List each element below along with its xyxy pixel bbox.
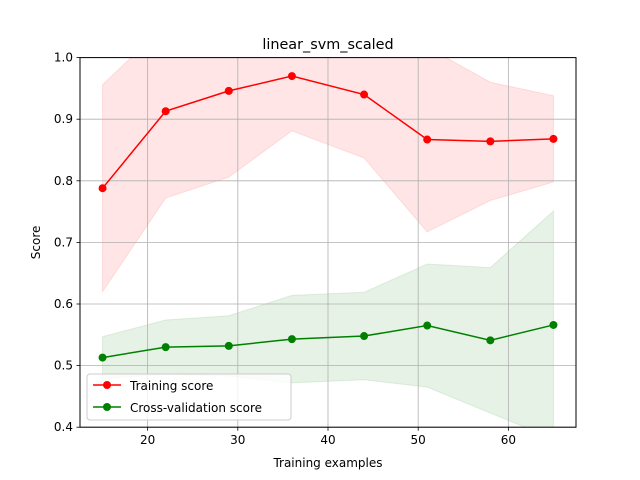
point-cross-validation-score <box>486 336 495 345</box>
point-cross-validation-score <box>423 321 432 330</box>
y-axis-ticks: 0.4 0.5 0.6 0.7 0.8 0.9 1.0 <box>54 51 80 434</box>
x-tick-label: 40 <box>320 433 335 447</box>
y-tick-label: 0.8 <box>54 174 73 188</box>
x-tick-label: 50 <box>411 433 426 447</box>
y-tick-label: 0.4 <box>54 420 73 434</box>
point-training-score <box>161 107 170 116</box>
legend: Training score Cross-validation score <box>86 373 292 421</box>
legend-marker-cross-validation-score <box>103 403 111 411</box>
point-cross-validation-score <box>224 341 233 350</box>
y-tick-label: 0.5 <box>54 359 73 373</box>
point-training-score <box>224 86 233 95</box>
point-training-score <box>287 72 296 81</box>
x-tick-label: 60 <box>501 433 516 447</box>
series-lines <box>101 75 554 359</box>
point-training-score <box>423 135 432 144</box>
chart-title: linear_svm_scaled <box>262 37 393 53</box>
x-axis-label: Training examples <box>272 456 382 470</box>
x-tick-label: 20 <box>140 433 155 447</box>
y-axis-label: Score <box>29 226 43 260</box>
y-tick-label: 1.0 <box>54 51 73 65</box>
legend-marker-training-score <box>103 381 111 389</box>
line-training-score <box>101 75 554 189</box>
y-tick-label: 0.6 <box>54 297 73 311</box>
point-training-score <box>360 90 369 99</box>
point-cross-validation-score <box>287 335 296 344</box>
point-cross-validation-score <box>549 320 558 329</box>
point-cross-validation-score <box>98 353 107 362</box>
legend-box <box>86 373 292 421</box>
band-training-score <box>102 57 554 294</box>
line-cross-validation-score <box>102 324 554 359</box>
point-cross-validation-score <box>161 343 170 352</box>
point-training-score <box>98 184 107 193</box>
point-training-score <box>486 137 495 146</box>
y-tick-label: 0.9 <box>54 112 73 126</box>
point-training-score <box>549 134 558 143</box>
y-tick-label: 0.7 <box>54 235 73 249</box>
series-markers <box>98 72 558 362</box>
x-tick-label: 30 <box>230 433 245 447</box>
legend-label-training-score: Training score <box>129 379 213 393</box>
legend-label-cross-validation-score: Cross-validation score <box>130 401 262 415</box>
point-cross-validation-score <box>360 332 369 341</box>
x-axis-ticks: 20 30 40 50 60 <box>140 427 516 447</box>
grid-lines <box>80 57 576 428</box>
